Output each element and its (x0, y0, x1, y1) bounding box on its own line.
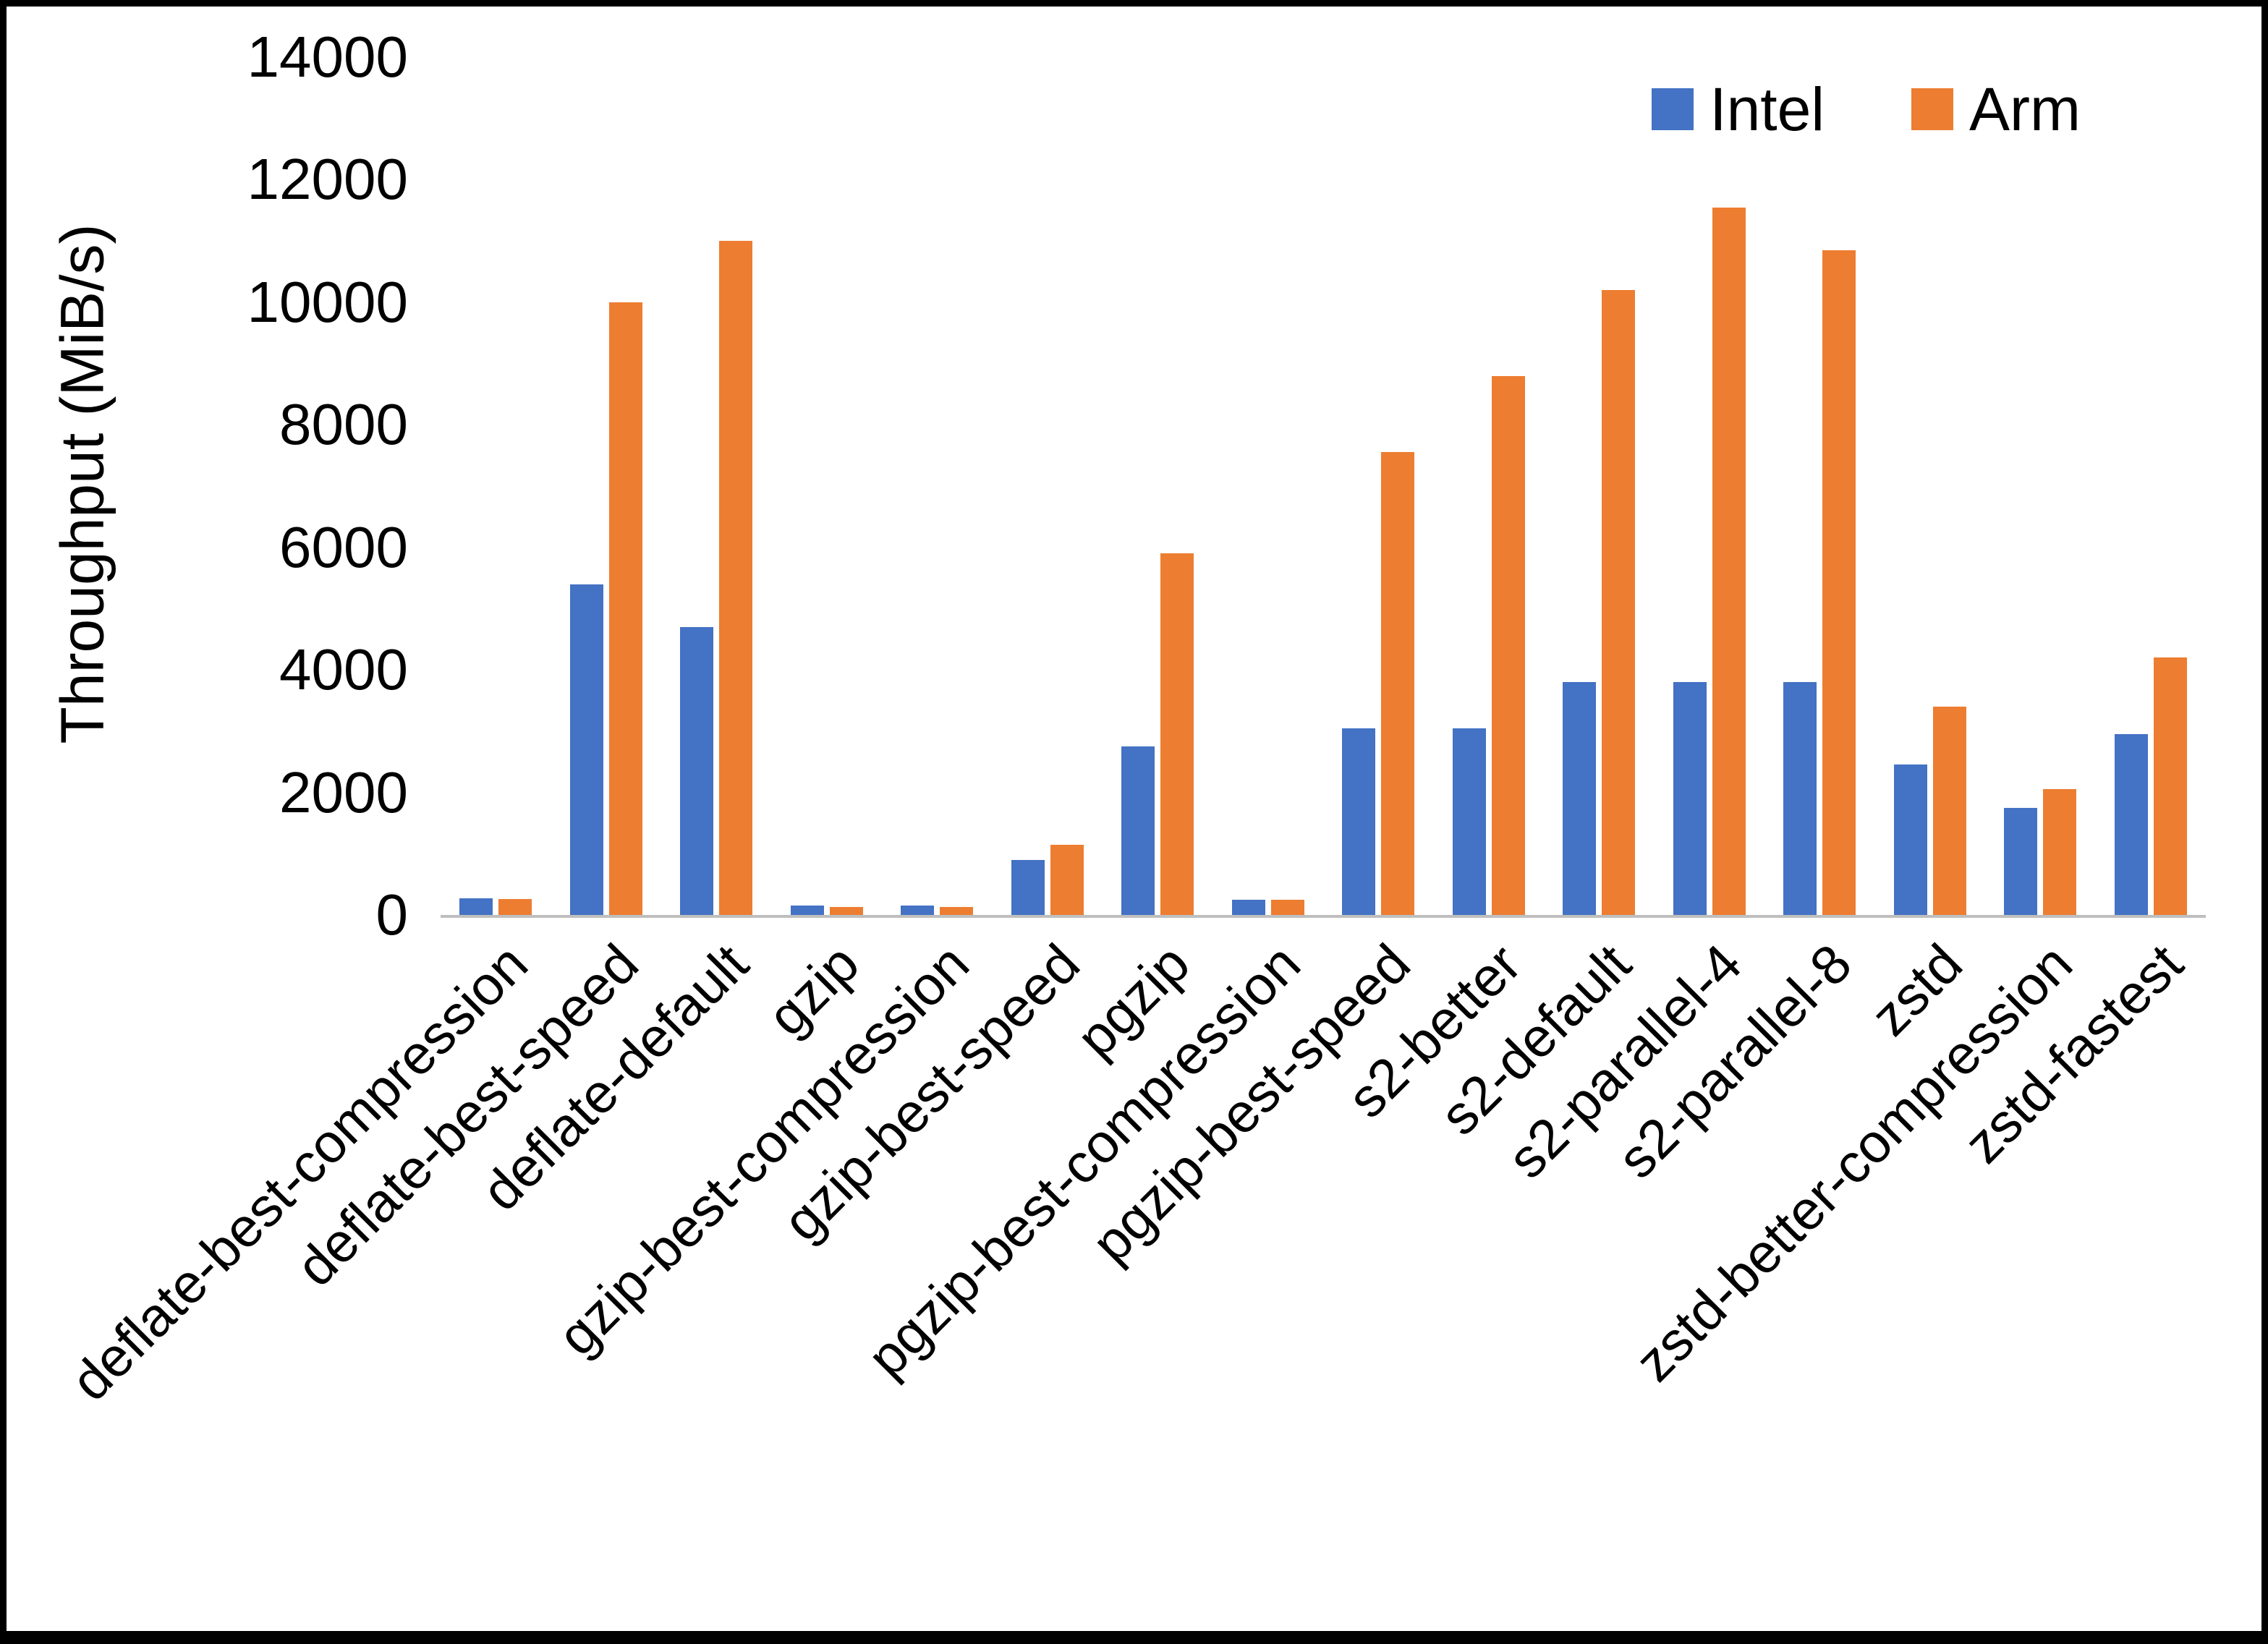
bar-group-zstd-fastest (2114, 657, 2187, 915)
y-axis-tick-label: 2000 (279, 759, 408, 825)
bar-intel-gzip-best-compression (901, 906, 935, 915)
bar-intel-s2-parallel-4 (1673, 682, 1707, 915)
bar-arm-deflate-best-compression (498, 899, 532, 915)
x-axis-tick-label: pgzip (1065, 932, 1202, 1070)
bar-intel-deflate-best-speed (569, 584, 603, 915)
bar-arm-deflate-default (719, 241, 753, 915)
x-axis-tick-label: s2-parallel-4 (1495, 932, 1754, 1191)
bar-intel-s2-parallel-8 (1783, 682, 1817, 915)
bar-intel-pgzip-best-speed (1342, 728, 1376, 915)
legend-swatch-icon (1911, 88, 1954, 130)
bar-group-pgzip-best-compression (1231, 900, 1304, 915)
bar-arm-s2-parallel-4 (1712, 208, 1746, 915)
y-axis-tick-label: 4000 (279, 637, 408, 702)
bar-group-gzip-best-speed (1011, 845, 1084, 915)
x-axis-tick-label: zstd-fastest (1952, 932, 2195, 1175)
x-axis-tick-label: s2-parallel-8 (1606, 932, 1864, 1191)
legend-label: Intel (1710, 75, 1825, 143)
bar-intel-deflate-best-compression (459, 898, 493, 915)
bar-group-deflate-best-compression (459, 898, 532, 915)
legend-label: Arm (1969, 75, 2081, 143)
bar-intel-deflate-default (680, 627, 714, 915)
x-axis-tick-label: s2-default (1428, 932, 1644, 1147)
bar-arm-zstd-better-compression (2043, 789, 2077, 915)
bar-arm-s2-default (1602, 290, 1636, 915)
bar-group-pgzip (1121, 553, 1194, 915)
bar-arm-pgzip (1160, 553, 1194, 915)
bar-group-deflate-default (680, 241, 753, 915)
bar-group-s2-parallel-4 (1673, 208, 1746, 915)
bar-intel-zstd (1893, 764, 1927, 915)
legend-swatch-icon (1652, 88, 1694, 130)
bar-intel-zstd-fastest (2114, 734, 2148, 915)
x-axis-tick-label: gzip (755, 932, 871, 1048)
bar-intel-s2-default (1563, 682, 1597, 915)
legend-item-intel: Intel (1652, 79, 1825, 140)
bar-arm-gzip-best-compression (940, 907, 974, 915)
x-axis-tick-label: s2-better (1335, 932, 1533, 1130)
x-axis-tick-label: gzip-best-speed (771, 932, 1092, 1253)
y-axis-tick-label: 14000 (247, 25, 408, 89)
y-axis-tick-label: 12000 (247, 147, 408, 212)
bar-group-s2-better (1452, 376, 1525, 915)
bar-arm-zstd-fastest (2153, 657, 2187, 915)
bar-group-zstd (1893, 707, 1966, 915)
bar-group-gzip (790, 906, 863, 915)
x-axis-tick-label: deflate-default (470, 932, 761, 1223)
bar-arm-gzip (829, 907, 863, 915)
y-axis: 0 2000 4000 6000 8000 10000 12000 14000 (7, 7, 408, 1631)
bar-arm-zstd (1932, 707, 1966, 915)
bar-intel-zstd-better-compression (2004, 808, 2038, 915)
x-axis-tick-label: gzip-best-compression (546, 932, 982, 1368)
legend-item-arm: Arm (1911, 79, 2081, 140)
legend: Intel Arm (1652, 79, 2081, 140)
bar-intel-pgzip (1121, 746, 1155, 915)
y-axis-tick-label: 8000 (279, 392, 408, 457)
plot-area (441, 57, 2206, 918)
bar-arm-gzip-best-speed (1050, 845, 1084, 915)
bar-group-s2-default (1563, 290, 1636, 915)
y-axis-tick-label: 6000 (279, 514, 408, 579)
x-axis-tick-label: pgzip-best-speed (1080, 932, 1423, 1275)
bar-group-deflate-best-speed (569, 302, 642, 915)
bar-intel-pgzip-best-compression (1231, 900, 1265, 915)
bar-arm-s2-better (1491, 376, 1525, 915)
x-axis-tick-label: pgzip-best-compression (855, 932, 1312, 1389)
bar-group-s2-parallel-8 (1783, 250, 1856, 915)
bar-arm-pgzip-best-speed (1381, 452, 1415, 915)
bar-group-gzip-best-compression (901, 906, 974, 915)
bar-group-zstd-better-compression (2004, 789, 2077, 915)
bar-arm-pgzip-best-compression (1270, 900, 1304, 915)
y-axis-tick-label: 0 (375, 882, 409, 947)
x-axis-tick-label: zstd-better-compression (1623, 932, 2085, 1394)
bar-intel-gzip-best-speed (1011, 860, 1045, 915)
bar-group-pgzip-best-speed (1342, 452, 1415, 915)
bar-intel-s2-better (1452, 728, 1486, 915)
x-axis-tick-label: zstd (1859, 932, 1974, 1048)
bar-intel-gzip (790, 906, 824, 915)
bar-arm-s2-parallel-8 (1822, 250, 1856, 915)
bar-arm-deflate-best-speed (608, 302, 642, 915)
y-axis-tick-label: 10000 (247, 269, 408, 334)
